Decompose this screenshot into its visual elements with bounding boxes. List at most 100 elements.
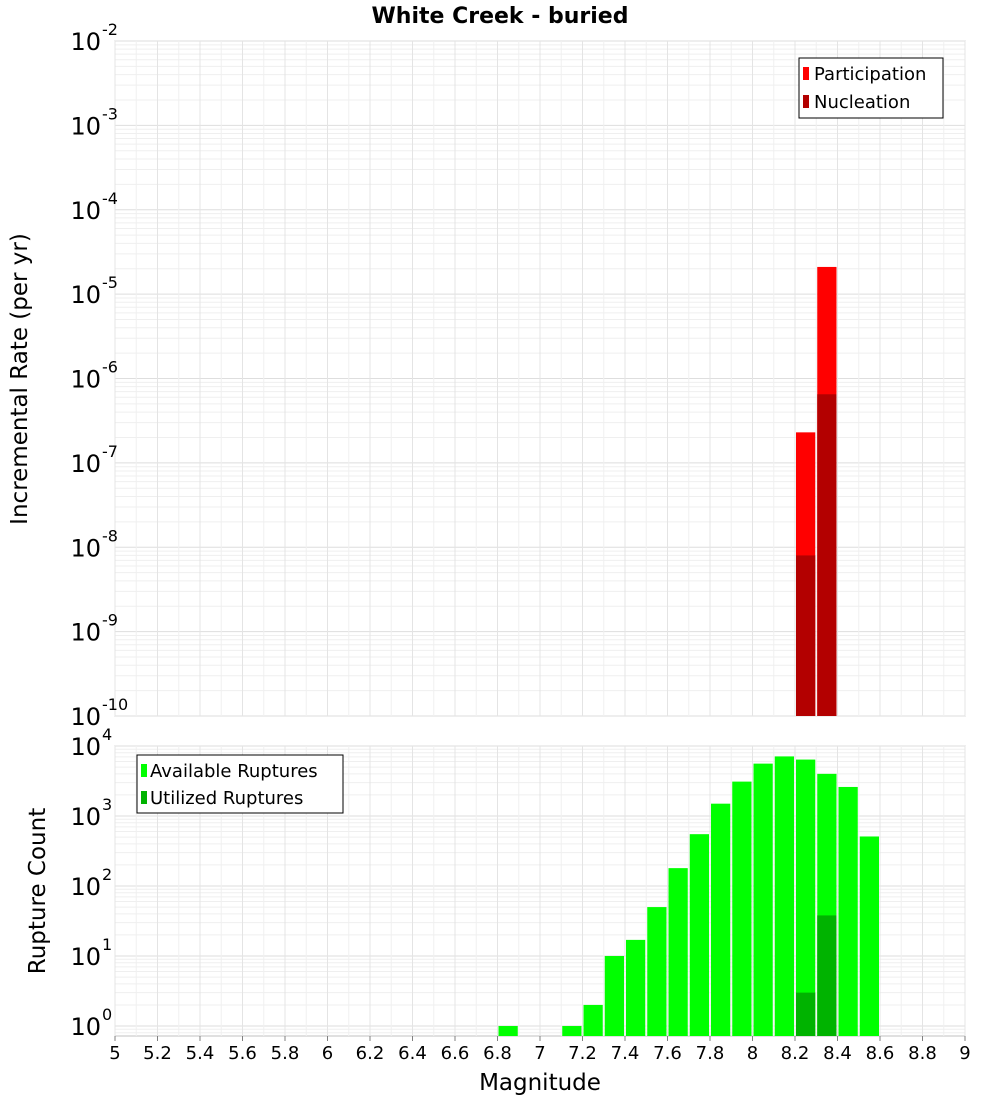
bottom-bars: [498, 756, 879, 1036]
bottom-y-tick-exponent: 3: [102, 795, 112, 814]
top-y-tick-base: 10: [70, 366, 101, 394]
bottom-y-tick-exponent: 2: [102, 865, 112, 884]
top-y-tick-exponent: -2: [102, 20, 118, 39]
bottom-bar-available-ruptures: [562, 1026, 582, 1036]
bottom-bar-available-ruptures: [583, 1004, 603, 1036]
x-tick-label: 6.8: [483, 1043, 512, 1064]
bottom-y-tick-base: 10: [70, 943, 101, 971]
bottom-y-tick-label: 10 4: [70, 725, 112, 761]
top-y-tick-label: 10 -2: [70, 20, 118, 56]
x-axis-label: Magnitude: [479, 1070, 601, 1096]
top-y-tick-base: 10: [70, 112, 101, 140]
bottom-legend-box: [136, 754, 344, 814]
bottom-y-tick-base: 10: [70, 733, 101, 761]
bottom-bar-available-ruptures: [668, 868, 688, 1036]
bottom-bar-available-ruptures: [604, 956, 624, 1036]
bottom-legend: Available Ruptures Utilized Ruptures: [136, 754, 344, 814]
x-tick-label: 6.4: [398, 1043, 427, 1064]
x-tick-label: 6.6: [441, 1043, 470, 1064]
bottom-y-tick-label: 10 1: [70, 935, 112, 971]
legend-label-available-ruptures: Available Ruptures: [150, 761, 318, 782]
bottom-y-tick-exponent: 0: [102, 1005, 112, 1024]
top-y-tick-base: 10: [70, 28, 101, 56]
top-y-tick-exponent: -10: [102, 695, 128, 714]
x-tick-label: 5.2: [143, 1043, 172, 1064]
top-gridlines: [114, 40, 966, 717]
bottom-y-tick-base: 10: [70, 873, 101, 901]
top-y-tick-exponent: -7: [102, 442, 118, 461]
top-y-tick-label: 10 -8: [70, 526, 118, 562]
x-tick-label: 7.2: [568, 1043, 597, 1064]
bottom-y-tick-base: 10: [70, 1013, 101, 1041]
top-y-tick-exponent: -5: [102, 273, 118, 292]
bottom-bar-available-ruptures: [647, 907, 667, 1036]
bottom-bar-available-ruptures: [859, 836, 879, 1036]
top-legend: Participation Nucleation: [798, 57, 944, 119]
top-y-tick-base: 10: [70, 450, 101, 478]
legend-label-utilized-ruptures: Utilized Ruptures: [150, 788, 303, 809]
x-tick-label: 8.8: [908, 1043, 937, 1064]
bottom-y-tick-label: 10 3: [70, 795, 112, 831]
bottom-bar-available-ruptures: [498, 1026, 518, 1036]
chart-title: White Creek - buried: [372, 4, 629, 29]
top-y-axis-label: Incremental Rate (per yr): [7, 233, 33, 525]
x-tick-label: 7.4: [611, 1043, 640, 1064]
bottom-bar-available-ruptures: [838, 786, 858, 1036]
top-y-tick-label: 10 -3: [70, 104, 118, 140]
top-y-tick-exponent: -4: [102, 189, 118, 208]
x-axis-ticks: 5 5.2 5.4 5.6 5.8 6 6.2 6.4 6.6 6.8 7 7.2 7.4 7.6 7.8 8…: [109, 1036, 971, 1064]
x-tick-label: 8.4: [823, 1043, 852, 1064]
bottom-y-tick-label: 10 0: [70, 1005, 112, 1041]
bottom-y-tick-exponent: 4: [102, 725, 112, 744]
legend-swatch-nucleation: [803, 95, 809, 108]
x-tick-label: 5: [109, 1043, 120, 1064]
top-y-tick-base: 10: [70, 281, 101, 309]
top-y-tick-exponent: -6: [102, 358, 118, 377]
top-y-tick-label: 10 -9: [70, 611, 118, 647]
top-y-tick-exponent: -8: [102, 526, 118, 545]
top-legend-box: [798, 57, 944, 119]
x-tick-label: 5.8: [271, 1043, 300, 1064]
bottom-y-axis-label: Rupture Count: [25, 808, 51, 974]
legend-swatch-available-ruptures: [141, 764, 147, 777]
top-bar-nucleation: [796, 555, 816, 716]
top-y-tick-label: 10 -7: [70, 442, 118, 478]
x-tick-label: 7.8: [696, 1043, 725, 1064]
bottom-y-tick-exponent: 1: [102, 935, 112, 954]
top-y-tick-exponent: -9: [102, 611, 118, 630]
bottom-bar-available-ruptures: [732, 781, 752, 1036]
top-y-tick-label: 10 -5: [70, 273, 118, 309]
x-tick-label: 9: [959, 1043, 970, 1064]
legend-label-participation: Participation: [814, 64, 926, 85]
legend-swatch-utilized-ruptures: [141, 791, 147, 804]
bottom-bar-available-ruptures: [753, 763, 773, 1036]
x-tick-label: 8: [747, 1043, 758, 1064]
top-y-tick-exponent: -3: [102, 104, 118, 123]
top-bars: [796, 266, 837, 716]
bottom-bar-utilized-ruptures: [796, 992, 816, 1036]
bottom-bar-available-ruptures: [626, 939, 646, 1036]
x-tick-label: 6: [322, 1043, 333, 1064]
bottom-y-tick-base: 10: [70, 803, 101, 831]
bottom-y-tick-label: 10 2: [70, 865, 112, 901]
x-tick-label: 5.4: [186, 1043, 215, 1064]
x-tick-label: 8.2: [781, 1043, 810, 1064]
bottom-bar-available-ruptures: [711, 803, 731, 1036]
top-y-tick-base: 10: [70, 703, 101, 731]
legend-swatch-participation: [803, 67, 809, 80]
bottom-bar-available-ruptures: [796, 759, 816, 1036]
bottom-bar-available-ruptures: [774, 756, 794, 1036]
top-y-tick-base: 10: [70, 534, 101, 562]
top-bar-nucleation: [817, 394, 837, 716]
x-tick-label: 6.2: [356, 1043, 385, 1064]
x-tick-label: 7.6: [653, 1043, 682, 1064]
top-y-tick-label: 10 -10: [70, 695, 128, 731]
legend-label-nucleation: Nucleation: [814, 92, 910, 113]
x-tick-label: 5.6: [228, 1043, 257, 1064]
bottom-bar-utilized-ruptures: [817, 915, 837, 1036]
